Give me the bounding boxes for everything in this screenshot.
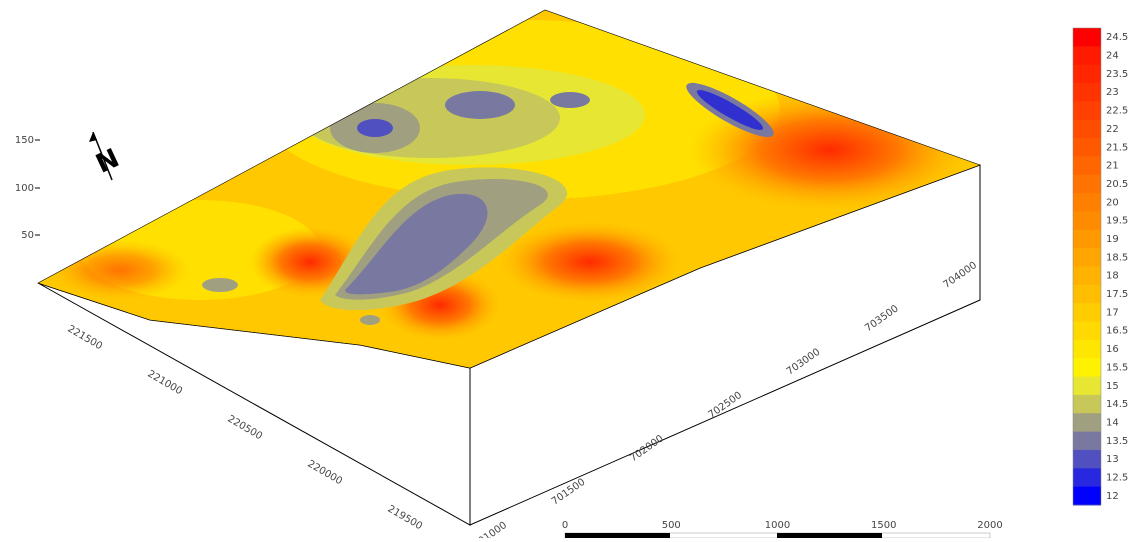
legend-swatch bbox=[1073, 303, 1101, 323]
legend-label: 12.5 bbox=[1106, 472, 1128, 483]
legend-label: 24.5 bbox=[1106, 32, 1128, 43]
legend-swatch bbox=[1073, 394, 1101, 414]
scale-bar bbox=[564, 532, 991, 539]
legend-swatch bbox=[1073, 468, 1101, 488]
legend-label: 19.5 bbox=[1106, 216, 1128, 227]
legend-swatch bbox=[1073, 229, 1101, 249]
legend-label: 18 bbox=[1106, 271, 1119, 282]
legend-label: 22.5 bbox=[1106, 106, 1128, 117]
scale-bar-label: 0 bbox=[562, 520, 568, 531]
scale-bar-label: 500 bbox=[662, 520, 681, 531]
legend-frame bbox=[1072, 27, 1102, 506]
legend-label: 15.5 bbox=[1106, 362, 1128, 373]
legend-swatch bbox=[1073, 321, 1101, 341]
legend-label: 16 bbox=[1106, 344, 1119, 355]
north-label: N bbox=[92, 143, 124, 179]
north-arrow-head bbox=[89, 132, 97, 142]
legend-label: 15 bbox=[1106, 381, 1119, 392]
legend-label: 24 bbox=[1106, 51, 1119, 62]
legend-label: 14.5 bbox=[1106, 399, 1128, 410]
legend-swatch bbox=[1073, 138, 1101, 157]
legend-swatch bbox=[1073, 339, 1101, 359]
scale-bar-label: 2000 bbox=[977, 520, 1002, 531]
legend-label: 17 bbox=[1106, 307, 1119, 318]
scale-bar-segment bbox=[777, 533, 882, 538]
x-tick-label: 220000 bbox=[305, 459, 344, 488]
legend-swatch bbox=[1073, 486, 1101, 506]
surface-outline bbox=[37, 9, 981, 369]
legend-swatch bbox=[1073, 248, 1101, 267]
scale-bar-label: 1500 bbox=[871, 520, 896, 531]
legend-swatch bbox=[1073, 28, 1101, 47]
y-tick-label: 701000 bbox=[471, 520, 509, 538]
legend-swatch bbox=[1073, 101, 1101, 121]
legend-swatch bbox=[1073, 449, 1101, 469]
legend-label: 23 bbox=[1106, 87, 1119, 98]
legend-label: 13 bbox=[1106, 454, 1119, 465]
legend-swatch bbox=[1073, 46, 1101, 66]
x-tick-label: 219500 bbox=[385, 504, 424, 533]
x-tick-label: 221000 bbox=[145, 369, 184, 398]
legend-swatch bbox=[1073, 266, 1101, 286]
legend-swatch bbox=[1073, 284, 1101, 304]
z-tick-label: 50 bbox=[21, 230, 34, 241]
legend-label: 13.5 bbox=[1106, 436, 1128, 447]
legend-swatch bbox=[1073, 64, 1101, 84]
legend-swatch bbox=[1073, 431, 1101, 451]
legend-label: 12 bbox=[1106, 491, 1119, 502]
legend-label: 23.5 bbox=[1106, 69, 1128, 80]
x-tick-label: 221500 bbox=[65, 324, 104, 353]
legend-swatch bbox=[1073, 413, 1101, 433]
legend-swatch bbox=[1073, 376, 1101, 396]
legend-swatch bbox=[1073, 211, 1101, 231]
z-tick-label: 150 bbox=[15, 135, 34, 146]
legend-swatch bbox=[1073, 193, 1101, 212]
legend-swatch bbox=[1073, 119, 1101, 139]
legend-label: 20 bbox=[1106, 197, 1119, 208]
legend-label: 17.5 bbox=[1106, 289, 1128, 300]
legend-swatch bbox=[1073, 174, 1101, 194]
legend-label: 14 bbox=[1106, 417, 1119, 428]
legend-swatch bbox=[1073, 156, 1101, 176]
legend-label: 19 bbox=[1106, 234, 1119, 245]
scale-bar-segment bbox=[565, 533, 670, 538]
legend-swatch bbox=[1073, 83, 1101, 102]
legend-label: 18.5 bbox=[1106, 252, 1128, 263]
legend-label: 22 bbox=[1106, 124, 1119, 135]
legend-label: 21 bbox=[1106, 161, 1119, 172]
legend-swatch bbox=[1073, 358, 1101, 378]
scale-bar-label: 1000 bbox=[765, 520, 790, 531]
legend-label: 20.5 bbox=[1106, 179, 1128, 190]
z-tick-label: 100 bbox=[15, 183, 34, 194]
legend-label: 21.5 bbox=[1106, 142, 1128, 153]
x-tick-label: 220500 bbox=[225, 414, 264, 443]
legend-label: 16.5 bbox=[1106, 326, 1128, 337]
